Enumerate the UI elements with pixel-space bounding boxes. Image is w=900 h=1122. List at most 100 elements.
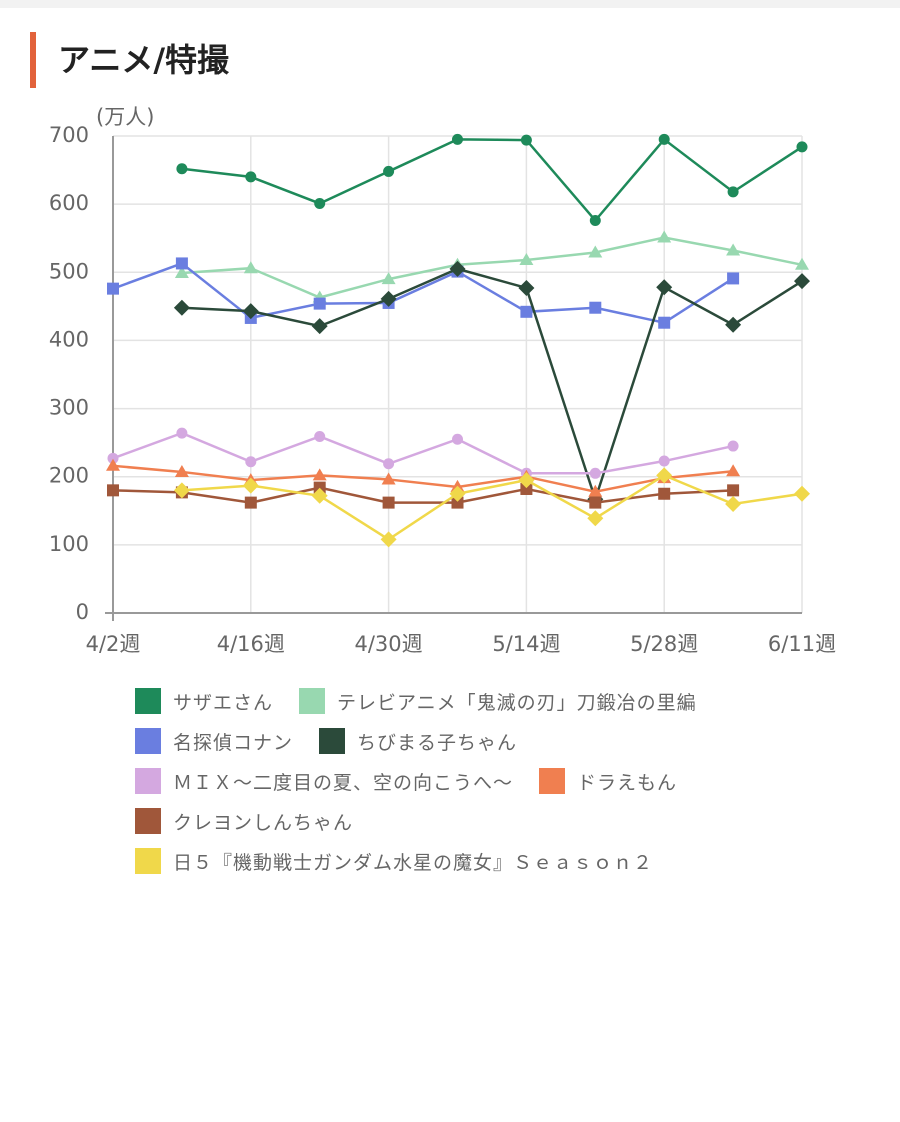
legend: サザエさん テレビアニメ「鬼滅の刃」刀鍛冶の里編名探偵コナン ちびまる子ちゃん ＭＩＸ… <box>135 688 815 874</box>
series-line <box>112 262 734 325</box>
x-tick-label: 5/14週 <box>492 632 560 656</box>
point <box>658 487 671 500</box>
point <box>725 495 742 512</box>
y-tick-label: 300 <box>49 396 89 420</box>
point <box>520 134 532 146</box>
y-tick-label: 0 <box>76 600 89 624</box>
point <box>381 472 396 485</box>
point <box>518 472 535 489</box>
point <box>519 253 534 266</box>
point <box>589 496 602 509</box>
legend-item[interactable]: ドラえもん <box>539 768 677 794</box>
point <box>107 484 119 497</box>
point <box>794 273 810 290</box>
point <box>796 141 808 153</box>
point <box>794 485 810 502</box>
point <box>245 171 257 183</box>
legend-label: サザエさん <box>173 691 274 714</box>
point <box>725 316 742 333</box>
point <box>173 482 190 499</box>
x-tick-label: 6/11週 <box>768 632 836 656</box>
x-tick-label: 4/16週 <box>217 632 285 656</box>
point <box>107 282 119 295</box>
point <box>589 301 602 314</box>
legend-item[interactable]: テレビアニメ「鬼滅の刃」刀鍛冶の里編 <box>299 688 697 714</box>
top-bar <box>0 0 900 8</box>
legend-label: クレヨンしんちゃん <box>173 811 354 834</box>
legend-label: 名探偵コナン <box>173 731 294 754</box>
x-tick-label: 4/2週 <box>86 632 141 656</box>
legend-item[interactable]: ＭＩＸ～二度目の夏、空の向こうへ～ <box>135 768 513 794</box>
legend-label: ドラえもん <box>577 771 678 794</box>
point <box>383 165 395 177</box>
series-line <box>112 464 734 493</box>
point <box>176 427 188 439</box>
point <box>588 484 603 497</box>
legend-item[interactable]: 名探偵コナン <box>135 728 293 754</box>
legend-item[interactable]: クレヨンしんちゃん <box>135 808 353 834</box>
point <box>243 261 258 274</box>
legend-item[interactable]: サザエさん <box>135 688 273 714</box>
point <box>312 468 327 481</box>
series-line <box>181 236 803 299</box>
point <box>173 299 190 316</box>
point <box>381 272 396 285</box>
point <box>656 467 673 484</box>
point <box>382 496 395 509</box>
point <box>314 431 326 443</box>
point <box>588 245 603 258</box>
legend-swatch <box>135 808 161 834</box>
point <box>176 163 188 175</box>
point <box>726 243 741 256</box>
point <box>587 510 604 527</box>
point <box>311 318 328 335</box>
point <box>106 458 120 471</box>
point <box>383 458 395 470</box>
legend-swatch <box>135 848 161 874</box>
point <box>245 456 257 468</box>
series-line <box>181 137 803 223</box>
point <box>658 133 670 145</box>
legend-label: ちびまる子ちゃん <box>357 731 518 754</box>
section-title: アニメ/特撮 <box>30 32 900 88</box>
point <box>380 531 397 548</box>
point <box>726 464 741 477</box>
point <box>520 305 533 318</box>
point <box>313 481 326 494</box>
point <box>518 279 535 296</box>
point <box>727 440 739 452</box>
legend-label: 日５『機動戦士ガンダム水星の魔女』Ｓｅａｓｏｎ２ <box>173 851 654 874</box>
point <box>380 290 397 307</box>
legend-swatch <box>135 688 161 714</box>
point <box>107 452 119 464</box>
point <box>727 186 739 198</box>
legend-item[interactable]: ちびまる子ちゃん <box>319 728 517 754</box>
point <box>449 260 466 277</box>
legend-swatch <box>135 728 161 754</box>
point <box>656 279 673 296</box>
x-tick-label: 4/30週 <box>355 632 423 656</box>
y-tick-label: 700 <box>49 123 89 147</box>
point <box>314 197 326 209</box>
point <box>657 230 672 243</box>
point <box>242 303 259 320</box>
point <box>244 496 257 509</box>
point <box>658 316 671 329</box>
point <box>795 257 809 270</box>
y-tick-label: 600 <box>49 191 89 215</box>
legend-swatch <box>539 768 566 794</box>
legend-swatch <box>135 768 161 794</box>
point <box>175 257 188 270</box>
point <box>174 265 189 278</box>
x-tick-label: 5/28週 <box>630 632 698 656</box>
y-tick-label: 400 <box>49 327 89 351</box>
point <box>520 482 533 495</box>
point <box>452 133 463 145</box>
series-line <box>181 267 803 504</box>
y-tick-label: 500 <box>49 259 89 283</box>
y-tick-label: 100 <box>49 532 89 556</box>
point <box>174 464 189 477</box>
legend-label: テレビアニメ「鬼滅の刃」刀鍛冶の里編 <box>337 691 697 714</box>
legend-item[interactable]: 日５『機動戦士ガンダム水星の魔女』Ｓｅａｓｏｎ２ <box>135 848 653 874</box>
